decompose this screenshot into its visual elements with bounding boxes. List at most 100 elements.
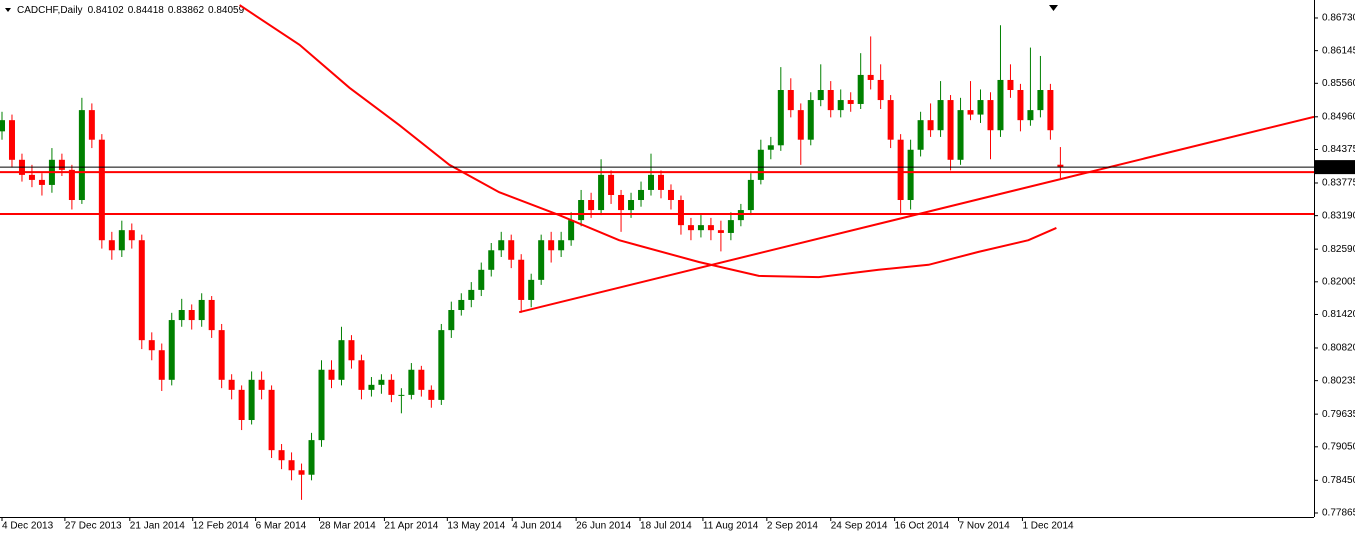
- candle-body: [198, 299, 205, 321]
- y-tick-label: 0.86145: [1322, 45, 1355, 56]
- plot-area: [0, 4, 1314, 500]
- candle-body: [717, 230, 724, 233]
- candle-body: [588, 200, 595, 211]
- candle-body: [148, 340, 155, 351]
- candle-body: [598, 174, 605, 211]
- candle-body: [947, 100, 954, 160]
- candle-body: [28, 174, 35, 180]
- candle-body: [1007, 79, 1014, 91]
- candle-body: [118, 230, 125, 251]
- candle-body: [787, 90, 794, 111]
- candle-body: [358, 360, 365, 390]
- candle-body: [867, 74, 874, 80]
- x-tick-label: 21 Apr 2014: [384, 521, 438, 532]
- candle-body: [937, 100, 944, 131]
- candle-body: [648, 174, 655, 190]
- menu-arrow[interactable]: [5, 8, 11, 12]
- x-tick-label: 13 May 2014: [447, 521, 505, 532]
- candle-body: [518, 259, 525, 300]
- candle-body: [618, 194, 625, 211]
- candle-body: [608, 174, 615, 195]
- y-tick-label: 0.80235: [1322, 375, 1355, 386]
- candle-body: [428, 389, 435, 400]
- candle-body: [767, 145, 774, 150]
- x-tick-label: 27 Dec 2013: [65, 521, 122, 532]
- candle-body: [558, 240, 565, 251]
- x-tick-label: 1 Dec 2014: [1022, 521, 1074, 532]
- ohlc-high: 0.84418: [128, 5, 165, 16]
- candle-body: [398, 394, 405, 396]
- candle-body: [997, 79, 1004, 131]
- candle-body: [1057, 164, 1064, 168]
- candle-body: [488, 250, 495, 270]
- x-tick-label: 18 Jul 2014: [640, 521, 692, 532]
- x-tick-label: 28 Mar 2014: [320, 521, 377, 532]
- candle-body: [917, 120, 924, 150]
- candle-body: [478, 269, 485, 290]
- y-tick-label: 0.85560: [1322, 78, 1355, 89]
- candle-body: [887, 100, 894, 140]
- chart-header: CADCHF,Daily 0.84102 0.84418 0.83862 0.84059: [17, 5, 245, 16]
- candle-body: [747, 179, 754, 211]
- candle-body: [927, 120, 934, 131]
- candle-body: [58, 159, 65, 170]
- candle-body: [38, 179, 45, 185]
- y-tick-label: 0.77865: [1322, 508, 1355, 519]
- candle-body: [228, 379, 235, 390]
- y-tick-label: 0.84960: [1322, 111, 1355, 122]
- candle-body: [438, 330, 445, 400]
- candle-body: [528, 279, 535, 300]
- y-tick-label: 0.83775: [1322, 178, 1355, 189]
- candle-body: [757, 149, 764, 180]
- x-tick-label: 21 Jan 2014: [130, 521, 185, 532]
- y-tick-label: 0.78450: [1322, 475, 1355, 486]
- y-tick-label: 0.82005: [1322, 276, 1355, 287]
- candle-body: [188, 310, 195, 321]
- candle-body: [737, 210, 744, 221]
- candle-body: [328, 369, 335, 380]
- candle-body: [308, 440, 315, 475]
- candle-body: [108, 240, 115, 251]
- ohlc-low: 0.83862: [168, 5, 205, 16]
- x-tick-label: 7 Nov 2014: [959, 521, 1011, 532]
- candle-body: [288, 460, 295, 471]
- candle-body: [907, 149, 914, 201]
- candle-body: [987, 100, 994, 131]
- y-tick-label: 0.81420: [1322, 309, 1355, 320]
- candle-body: [727, 220, 734, 233]
- candle-body: [78, 110, 85, 201]
- candle-body: [1037, 90, 1044, 111]
- candle-body: [498, 240, 505, 251]
- candle-body: [338, 340, 345, 380]
- candle-body: [967, 110, 974, 115]
- candle-body: [238, 389, 245, 421]
- candle-body: [388, 379, 395, 395]
- x-tick-label: 4 Jun 2014: [512, 521, 562, 532]
- candle-body: [418, 369, 425, 390]
- candle-body: [667, 189, 674, 201]
- y-tick-label: 0.84375: [1322, 144, 1355, 155]
- candle-body: [877, 79, 884, 101]
- candle-body: [508, 240, 515, 260]
- x-tick-label: 6 Mar 2014: [256, 521, 307, 532]
- shift-marker: [1049, 5, 1058, 11]
- candle-body: [98, 139, 105, 241]
- chart-title: CADCHF,Daily: [17, 5, 83, 16]
- candle-body: [218, 330, 225, 380]
- y-tick-label: 0.79635: [1322, 409, 1355, 420]
- candle-body: [568, 220, 575, 241]
- x-tick-label: 12 Feb 2014: [193, 521, 250, 532]
- candle-body: [827, 90, 834, 111]
- candle-body: [857, 74, 864, 104]
- candle-body: [1017, 90, 1024, 121]
- candle-body: [268, 389, 275, 451]
- candle-body: [638, 189, 645, 201]
- candle-body: [88, 110, 95, 140]
- y-tick-label: 0.80820: [1322, 343, 1355, 354]
- candle-body: [378, 379, 385, 385]
- candle-body: [777, 90, 784, 146]
- candle-body: [178, 310, 185, 321]
- candle-body: [657, 174, 664, 190]
